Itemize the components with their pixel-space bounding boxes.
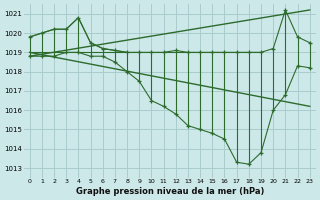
X-axis label: Graphe pression niveau de la mer (hPa): Graphe pression niveau de la mer (hPa)	[76, 187, 264, 196]
